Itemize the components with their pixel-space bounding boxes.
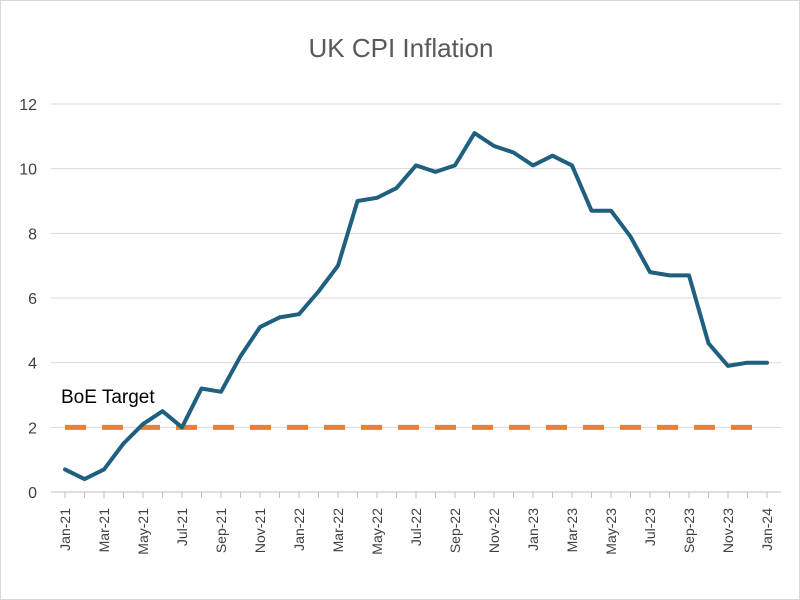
cpi-data-point [277, 315, 282, 319]
cpi-data-point [180, 425, 184, 429]
cpi-data-point [238, 354, 243, 358]
cpi-data-point [355, 199, 360, 203]
x-tick-label: Sep-21 [213, 508, 229, 553]
cpi-data-point [63, 467, 67, 471]
cpi-data-point [687, 273, 691, 277]
y-tick-label: 6 [28, 291, 37, 308]
cpi-data-point [336, 264, 340, 268]
x-axis: Jan-21 Mar-21 May-21 Jul-21 Sep-21 Nov-21 Jan-… [51, 491, 781, 555]
x-tick-label: Mar-23 [564, 508, 580, 553]
cpi-data-point [589, 209, 594, 213]
x-tick-label: Jan-23 [525, 508, 541, 551]
cpi-data-point [316, 289, 321, 294]
cpi-data-point [765, 361, 769, 365]
cpi-data-point [570, 163, 574, 168]
x-tick-label: Sep-22 [447, 508, 463, 553]
x-tick-label: Jul-22 [408, 508, 424, 546]
cpi-data-point [667, 273, 672, 277]
y-tick-label: 0 [28, 485, 37, 502]
cpi-data-point [121, 441, 126, 446]
y-tick-label: 10 [19, 162, 37, 179]
reference-lines: BoE Target [61, 387, 767, 430]
cpi-data-point [609, 209, 613, 213]
cpi-data-point [531, 163, 535, 168]
cpi-data-point [550, 154, 555, 158]
gridlines [51, 103, 781, 428]
x-tick-label: Mar-22 [330, 508, 346, 553]
cpi-data-point [453, 163, 457, 168]
x-tick-label: Sep-23 [681, 508, 697, 553]
x-tick-label: May-21 [135, 508, 151, 555]
chart-title: UK CPI Inflation [309, 33, 494, 63]
cpi-data-point [82, 477, 87, 481]
cpi-data-point [160, 409, 165, 413]
cpi-data-point [706, 341, 711, 345]
cpi-data-point [394, 186, 399, 190]
y-tick-label: 4 [28, 356, 37, 373]
x-tick-label: May-22 [369, 508, 385, 555]
cpi-data-point [258, 325, 262, 329]
cpi-data-point [726, 364, 730, 368]
x-tick-label: Nov-21 [252, 508, 268, 553]
cpi-data-point [745, 361, 750, 365]
x-tick-label: Nov-23 [720, 508, 736, 553]
cpi-data-point [375, 196, 379, 200]
x-tick-label: Jan-21 [57, 508, 73, 551]
x-tick-label: Mar-21 [96, 508, 112, 553]
cpi-data-point [141, 422, 145, 426]
x-tick-label: Nov-22 [486, 508, 502, 553]
y-tick-label: 8 [28, 226, 37, 243]
x-tick-label: Jul-23 [642, 508, 658, 546]
cpi-data-point [628, 234, 633, 239]
y-tick-label: 12 [19, 97, 37, 114]
x-tick-label: Jul-21 [174, 508, 190, 546]
x-tick-label: Jan-24 [759, 508, 775, 551]
cpi-data-point [648, 270, 652, 274]
series-layer [63, 131, 769, 482]
cpi-data-point [297, 312, 301, 316]
boe-target-label: BoE Target [61, 387, 155, 408]
y-axis: 0 2 4 6 8 10 12 [19, 97, 37, 502]
x-tick-label: May-23 [603, 508, 619, 555]
cpi-data-point [472, 131, 477, 135]
x-tick-label: Jan-22 [291, 508, 307, 551]
cpi-data-point [511, 150, 516, 155]
cpi-data-point [219, 390, 223, 394]
cpi-data-point [492, 144, 496, 148]
cpi-data-point [199, 386, 204, 391]
y-tick-label: 2 [28, 420, 37, 437]
cpi-data-point [433, 170, 438, 174]
cpi-data-point [102, 467, 106, 471]
cpi-data-point [414, 163, 418, 168]
